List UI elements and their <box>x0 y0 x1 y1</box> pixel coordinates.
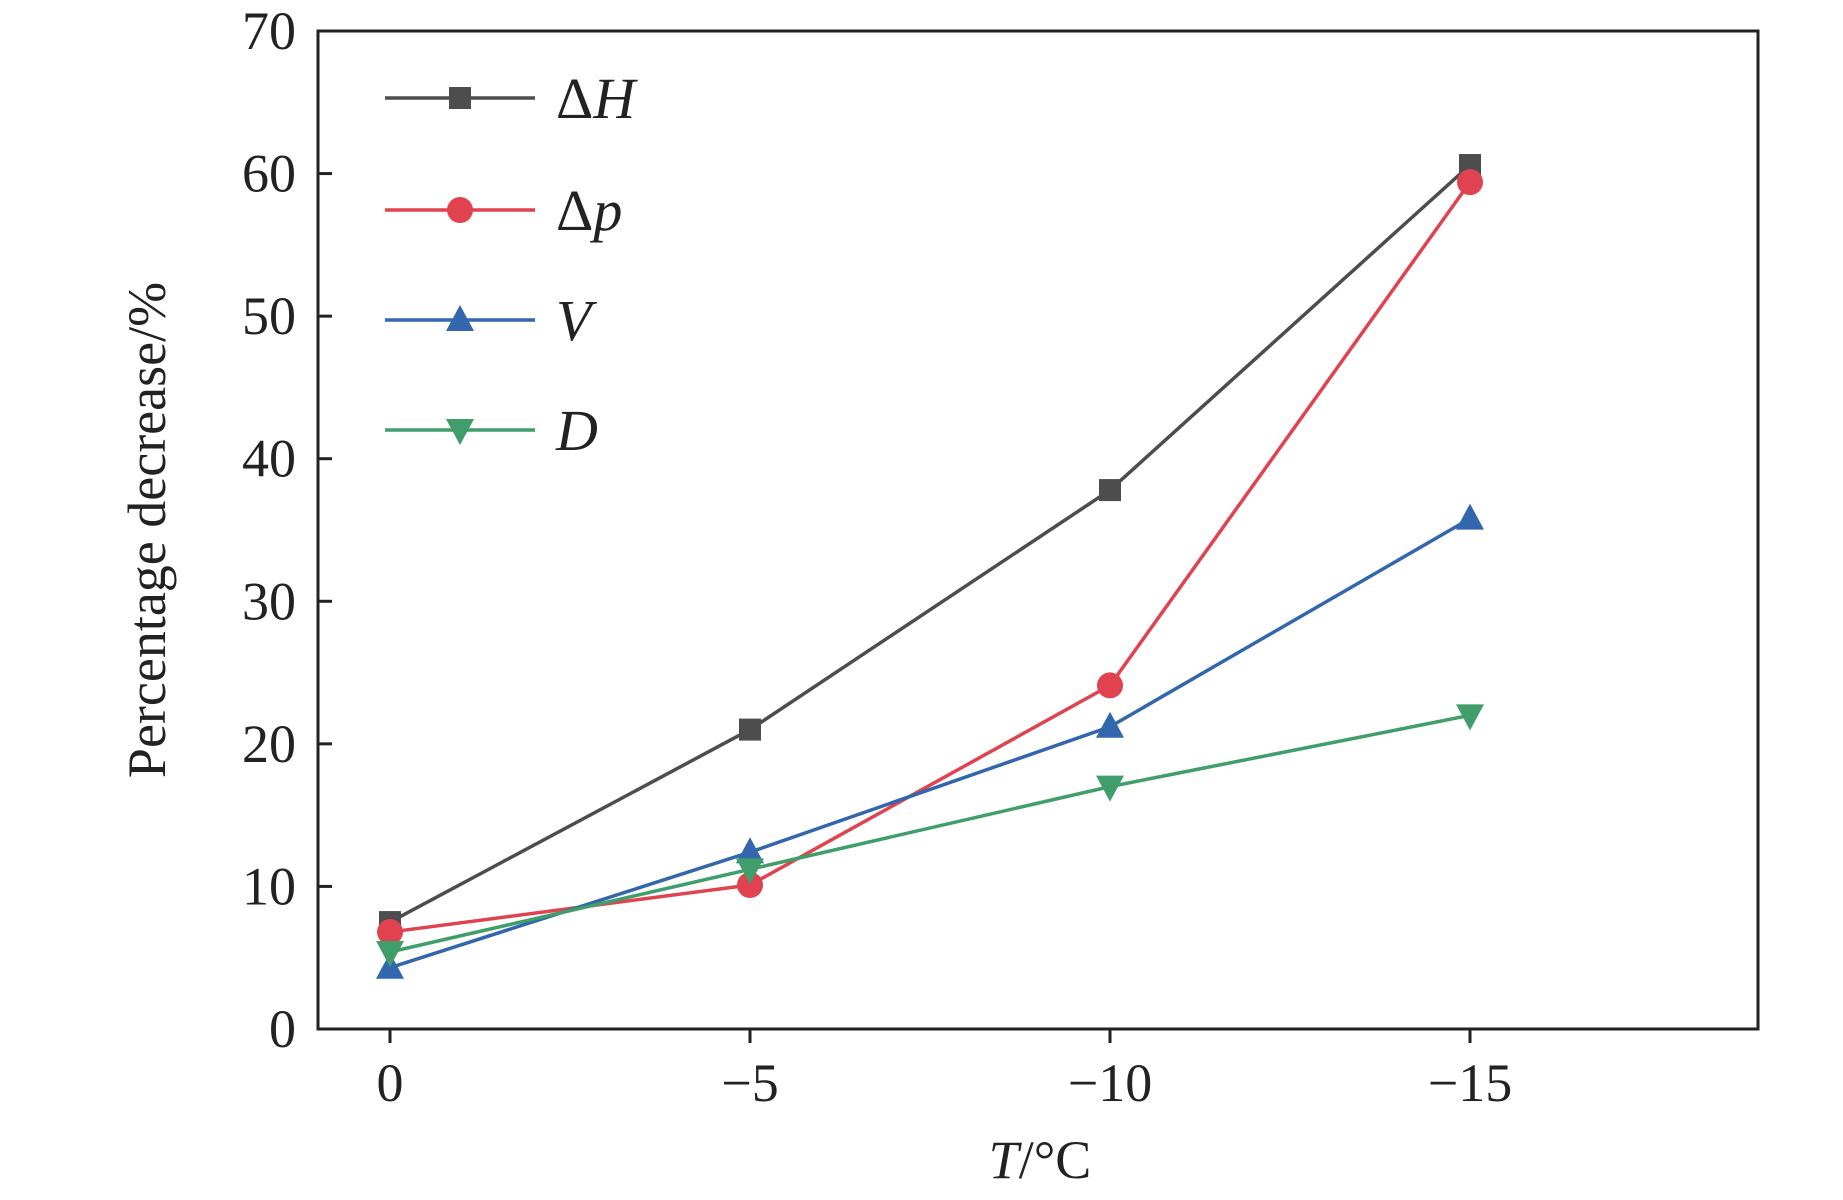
series-0 <box>379 154 1481 934</box>
legend-entry-2: V <box>385 288 598 353</box>
series-line-2 <box>389 517 1471 970</box>
data-point-2-2 <box>1096 711 1124 738</box>
data-point-1-2 <box>1097 672 1123 699</box>
legend-entry-3: D <box>385 398 598 463</box>
y-tick-label: 50 <box>242 286 296 346</box>
plot-frame <box>316 29 1760 1031</box>
data-point-2-1 <box>736 837 764 864</box>
y-axis: 0 10 20 30 40 50 60 70 <box>242 1 332 1059</box>
x-axis-title-unit: /°C <box>1019 1130 1092 1190</box>
legend-label: ΔH <box>556 66 638 131</box>
series-line-1 <box>389 181 1472 934</box>
series-3 <box>376 704 1484 968</box>
legend-marker <box>449 87 471 109</box>
y-tick-label: 10 <box>242 856 296 916</box>
y-tick-label: 70 <box>242 1 296 61</box>
x-tick-label: −5 <box>721 1053 778 1113</box>
series-line-3 <box>389 713 1471 954</box>
y-tick-label: 20 <box>242 714 296 774</box>
y-tick-label: 30 <box>242 571 296 631</box>
x-tick-label: 0 <box>377 1053 404 1113</box>
y-axis-title: Percentage decrease/% <box>117 282 177 778</box>
y-tick-label: 40 <box>242 429 296 489</box>
legend-entry-0: ΔH <box>385 66 638 131</box>
data-point-1-0 <box>377 919 403 946</box>
series-layer <box>376 154 1484 979</box>
x-tick-label: −15 <box>1428 1053 1512 1113</box>
y-tick-label: 0 <box>269 999 296 1059</box>
legend-marker <box>446 419 474 445</box>
data-point-3-3 <box>1456 704 1484 731</box>
legend-label-var: V <box>556 288 598 353</box>
legend-marker <box>447 197 473 223</box>
legend-label-var: p <box>589 178 622 243</box>
data-point-2-3 <box>1456 503 1484 530</box>
legend-label-var: D <box>555 398 598 463</box>
legend-label-var: H <box>592 66 638 131</box>
legend-entry-1: Δp <box>385 178 622 243</box>
series-2 <box>376 503 1484 979</box>
data-point-3-1 <box>736 858 764 885</box>
x-axis-title-var: T <box>989 1130 1023 1190</box>
x-axis-title: T/°C <box>989 1130 1092 1190</box>
data-point-3-0 <box>376 941 404 968</box>
data-point-1-3 <box>1457 169 1483 196</box>
legend-label: Δp <box>556 178 622 243</box>
x-axis: 0 −5 −10 −15 <box>377 1029 1512 1113</box>
legend-label-prefix: Δ <box>556 178 593 243</box>
y-tick-label: 60 <box>242 144 296 204</box>
legend-marker <box>446 305 474 331</box>
legend-label: D <box>555 398 598 463</box>
data-point-1-1 <box>737 872 763 899</box>
series-line-0 <box>389 163 1472 924</box>
legend-label: V <box>556 288 598 353</box>
x-tick-label: −10 <box>1068 1053 1152 1113</box>
legend-label-prefix: Δ <box>556 66 593 131</box>
data-point-3-2 <box>1096 775 1124 802</box>
data-point-0-1 <box>739 718 761 741</box>
data-point-0-2 <box>1099 479 1121 502</box>
